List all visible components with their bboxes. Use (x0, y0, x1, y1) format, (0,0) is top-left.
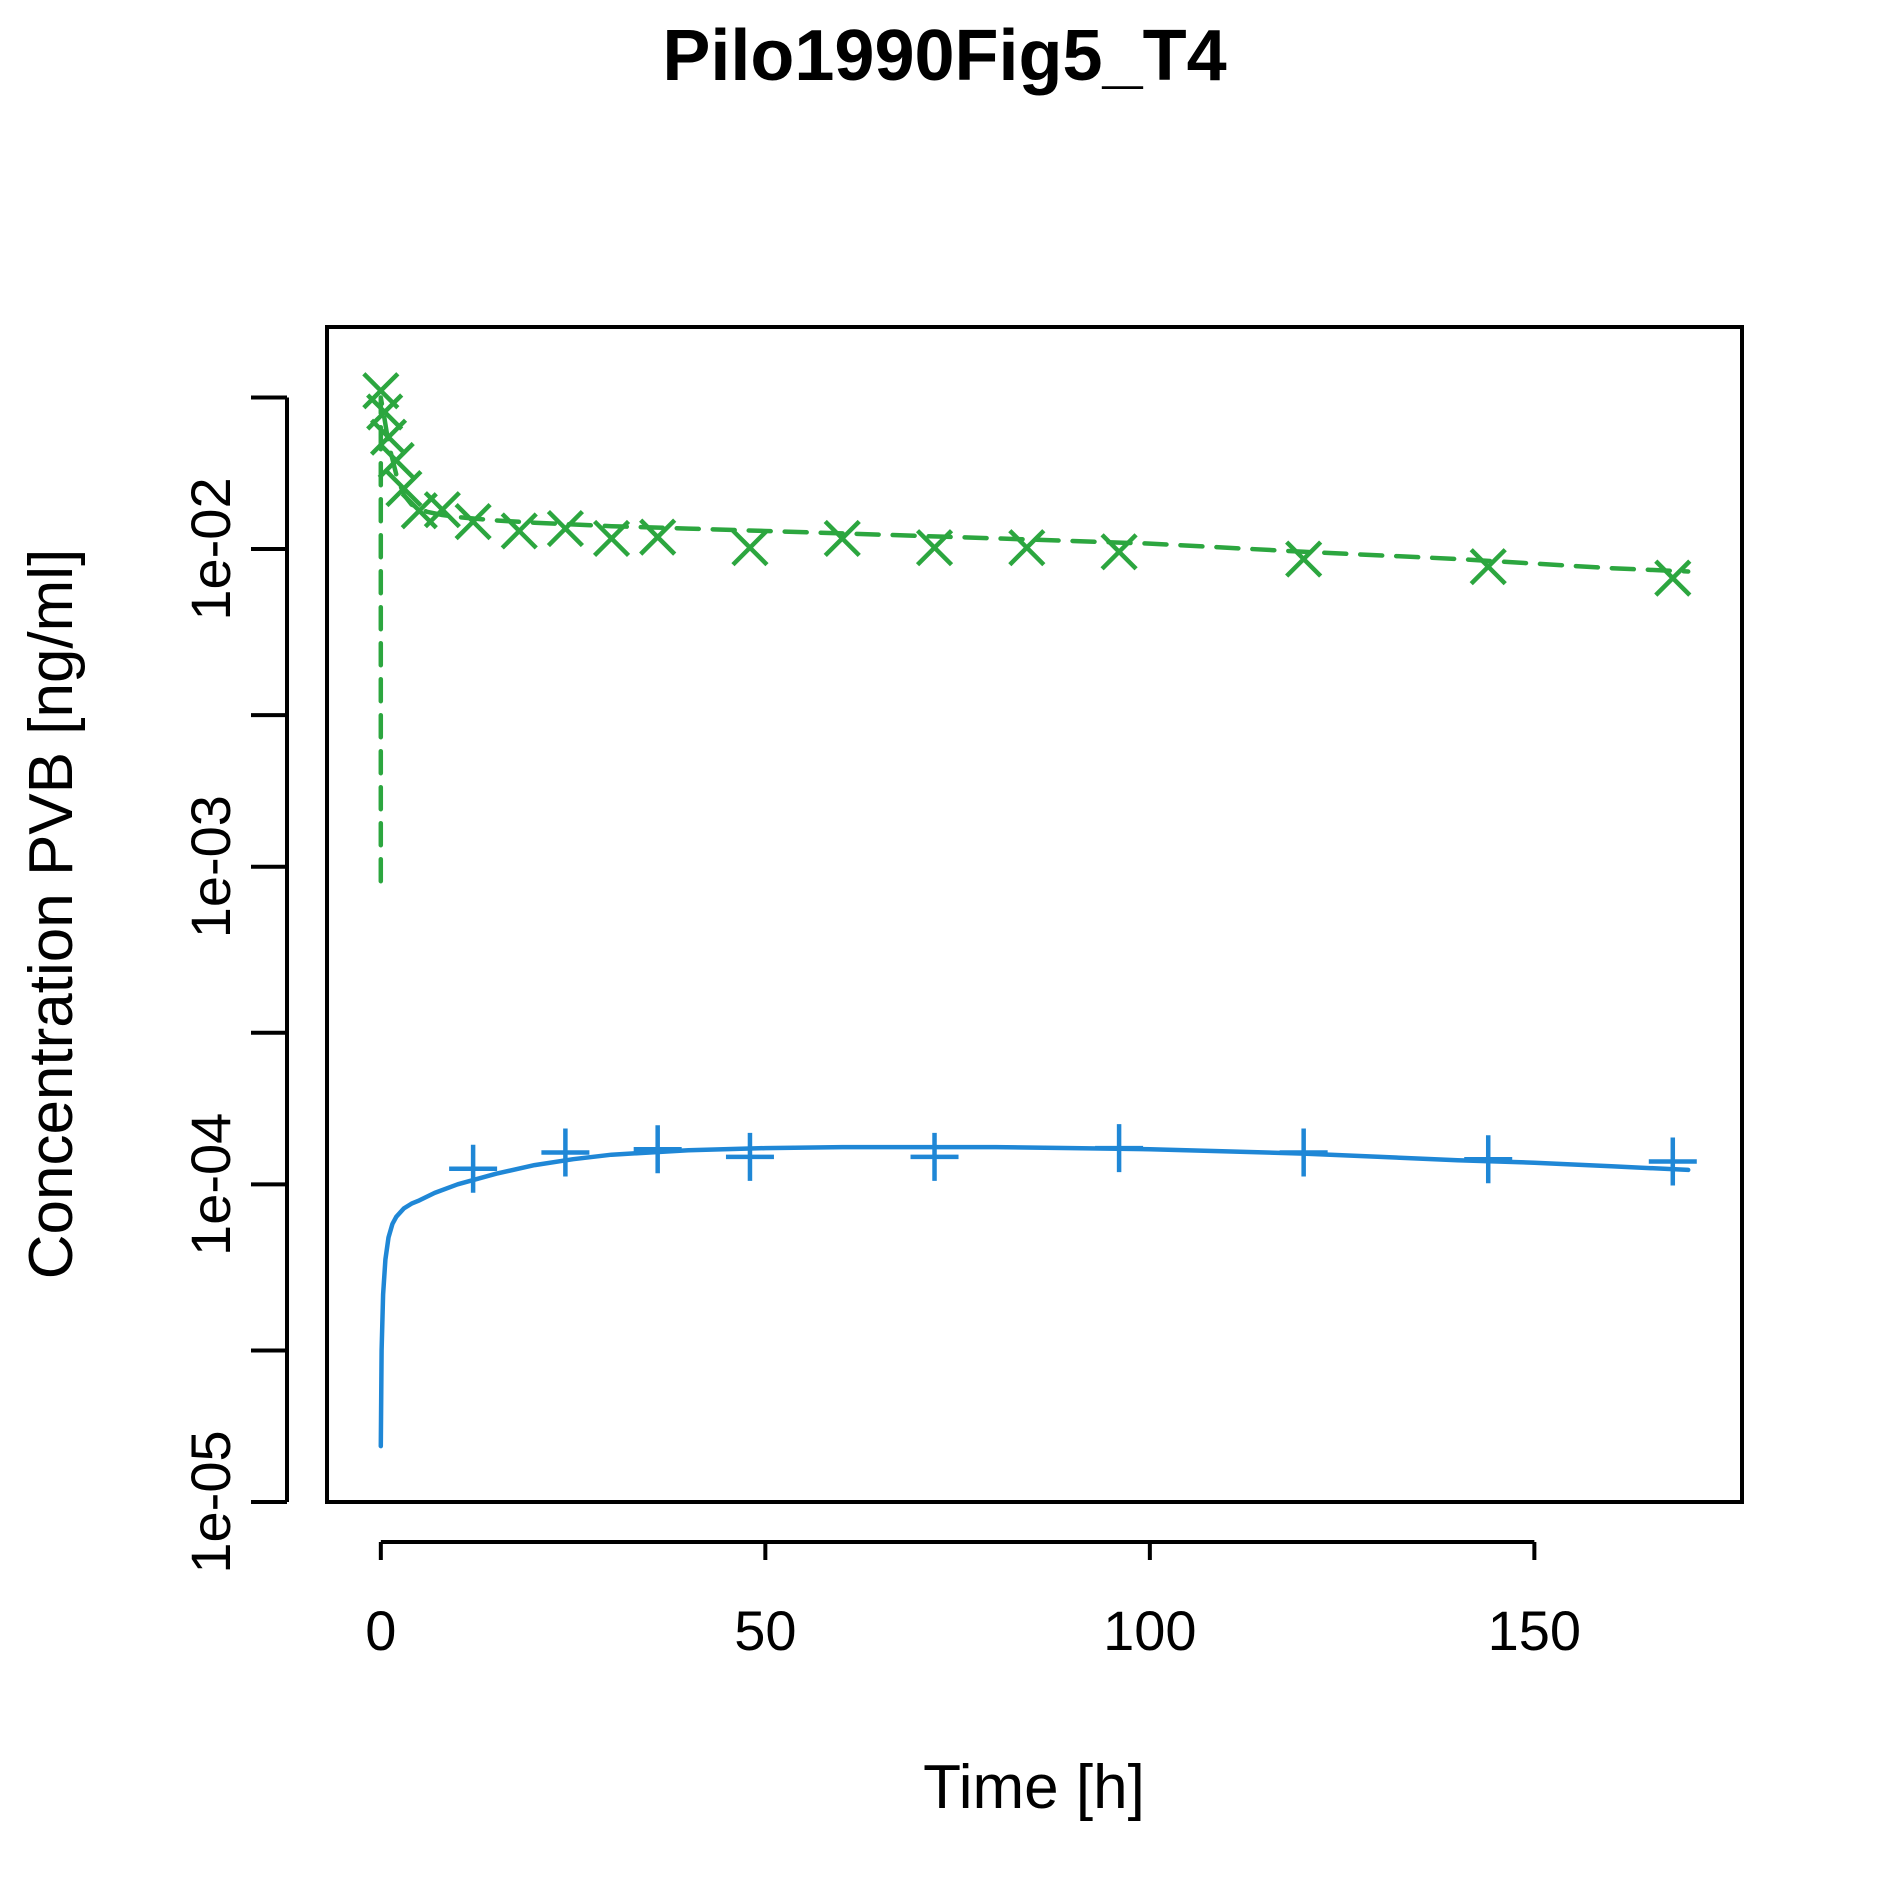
data-point (910, 1132, 959, 1181)
data-point (725, 1132, 774, 1181)
data-point (1654, 559, 1692, 597)
marker-stroke (823, 519, 861, 558)
data-point (731, 529, 769, 567)
series-layer (362, 372, 1697, 1449)
x-axis-label: Time [h] (923, 1753, 1145, 1822)
marker-stroke (1285, 540, 1323, 578)
data-point (546, 509, 584, 548)
marker-stroke (1100, 533, 1138, 571)
marker-stroke (454, 503, 492, 541)
data-point (915, 529, 954, 567)
y-tick-label: 1e-05 (179, 1430, 242, 1573)
data-point (541, 1128, 590, 1177)
chart-title: Pilo1990Fig5_T4 (662, 16, 1226, 96)
data-point (592, 519, 631, 558)
data-point (369, 418, 408, 456)
x-tick-label: 0 (365, 1599, 396, 1662)
data-point (1648, 1137, 1697, 1186)
marker-stroke (362, 372, 400, 410)
data-point (1095, 1124, 1144, 1173)
marker-stroke (500, 512, 538, 550)
marker-stroke (1469, 548, 1507, 586)
y-tick-label: 1e-03 (179, 795, 242, 938)
data-point (423, 491, 461, 529)
marker-stroke (592, 519, 631, 558)
marker-stroke (546, 509, 584, 548)
data-point (1100, 533, 1138, 571)
data-point (633, 1125, 682, 1174)
marker-stroke (731, 529, 769, 567)
series-fit-line (378, 1144, 1691, 1449)
series-1 (362, 372, 1692, 884)
data-point (1285, 540, 1323, 578)
data-point (1464, 1135, 1513, 1184)
x-tick-label: 50 (734, 1599, 796, 1662)
data-point (454, 503, 492, 541)
x-tick-label: 150 (1488, 1599, 1581, 1662)
plot-frame (325, 325, 1744, 1504)
marker-stroke (1654, 559, 1692, 597)
data-point (1008, 529, 1046, 567)
marker-stroke (369, 418, 408, 456)
data-point (1469, 548, 1507, 586)
x-tick-label: 100 (1103, 1599, 1196, 1662)
marker-stroke (639, 518, 677, 556)
series-fit-line (378, 395, 1691, 884)
data-point (449, 1144, 498, 1193)
data-point (823, 519, 861, 558)
marker-stroke (377, 441, 415, 480)
data-point (385, 469, 423, 508)
data-point (639, 518, 677, 556)
x-axis: 0 50 100 150 (365, 1540, 1581, 1662)
data-point (500, 512, 538, 550)
marker-stroke (423, 491, 461, 529)
y-tick-label: 1e-04 (179, 1113, 242, 1256)
marker-stroke (385, 469, 423, 508)
y-tick-label: 1e-02 (179, 477, 242, 620)
y-axis: 1e-05 1e-04 1e-03 1e-02 (179, 395, 289, 1574)
data-point (1279, 1128, 1328, 1177)
marker-stroke (1008, 529, 1046, 567)
data-point (377, 441, 415, 480)
series-2 (378, 1124, 1697, 1449)
marker-stroke (915, 529, 954, 567)
y-axis-label: Concentration PVB [ng/ml] (17, 549, 86, 1280)
